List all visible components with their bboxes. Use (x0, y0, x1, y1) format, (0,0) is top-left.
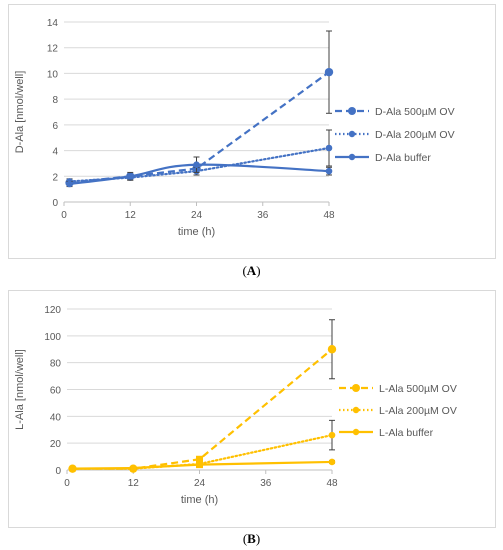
caption-a: (A) (242, 263, 261, 278)
legend-label-3: D-Ala buffer (375, 152, 431, 164)
series-line-3 (69, 163, 330, 186)
legend-marker-3 (348, 153, 356, 161)
data-point (325, 144, 333, 152)
data-point (193, 161, 200, 169)
legend-marker-2 (352, 406, 360, 414)
x-tick-label: 36 (257, 210, 269, 221)
y-tick-label: 6 (52, 121, 58, 132)
data-point (325, 167, 333, 175)
x-tick-label: 12 (128, 478, 140, 489)
legend-label-3: L-Ala buffer (379, 427, 434, 439)
y-tick-label: 12 (47, 44, 59, 55)
y-tick-label: 100 (44, 332, 61, 343)
x-axis-title: time (h) (181, 494, 218, 506)
x-tick-label: 0 (64, 478, 70, 489)
y-tick-label: 120 (44, 305, 61, 316)
legend-label-1: L-Ala 500µM OV (379, 383, 457, 395)
chart-panel-a: 0 2 4 6 8 10 12 14 0 12 24 36 48 time (h) D-Ala [nmol/… (8, 4, 496, 259)
x-tick-label: 36 (260, 478, 272, 489)
y-tick-label: 60 (50, 386, 62, 397)
legend-marker-1 (348, 107, 356, 115)
y-tick-label: 40 (50, 412, 62, 423)
data-point (327, 345, 337, 354)
legend-marker-1 (352, 384, 360, 392)
data-point (66, 180, 73, 188)
data-point (328, 431, 336, 439)
data-point (69, 465, 76, 472)
legend-marker-3 (352, 428, 360, 436)
x-axis-title: time (h) (178, 226, 215, 238)
caption-b-letter: B (247, 531, 256, 546)
legend-label-2: D-Ala 200µM OV (375, 129, 455, 141)
chart-panel-b: 0 20 40 60 80 100 120 0 12 24 36 48 time (h) L-Ala [n… (8, 290, 496, 528)
x-tick-label: 48 (323, 210, 335, 221)
y-tick-label: 20 (50, 439, 62, 450)
y-tick-label: 2 (52, 172, 58, 183)
y-tick-label: 10 (47, 69, 59, 80)
caption-b: (B) (242, 531, 261, 546)
data-point (196, 455, 203, 463)
y-tick-label: 4 (52, 147, 58, 158)
data-point (129, 464, 137, 472)
x-tick-label: 48 (326, 478, 338, 489)
data-point (126, 172, 134, 180)
series-line-1 (72, 348, 333, 470)
legend-label-1: D-Ala 500µM OV (375, 106, 455, 118)
y-axis-title: D-Ala [nmol/well] (14, 71, 26, 154)
data-point (196, 461, 203, 469)
chart-b-svg: 0 20 40 60 80 100 120 0 12 24 36 48 time (h) L-Ala [n… (14, 305, 457, 506)
series-line-3 (72, 460, 333, 470)
legend-label-2: L-Ala 200µM OV (379, 405, 457, 417)
y-tick-label: 0 (52, 198, 58, 209)
x-tick-label: 0 (61, 210, 67, 221)
caption-a-letter: A (246, 263, 257, 278)
y-tick-label: 0 (55, 466, 61, 477)
y-axis-title: L-Ala [nmol/well] (14, 349, 26, 430)
data-point (328, 458, 336, 466)
series-line-1 (69, 71, 330, 184)
y-tick-label: 80 (50, 359, 62, 370)
y-tick-label: 8 (52, 95, 58, 106)
data-point (324, 67, 334, 77)
legend-marker-2 (348, 130, 356, 138)
x-tick-label: 24 (194, 478, 206, 489)
y-tick-label: 14 (47, 18, 59, 29)
x-tick-label: 24 (191, 210, 203, 221)
x-tick-label: 12 (125, 210, 137, 221)
